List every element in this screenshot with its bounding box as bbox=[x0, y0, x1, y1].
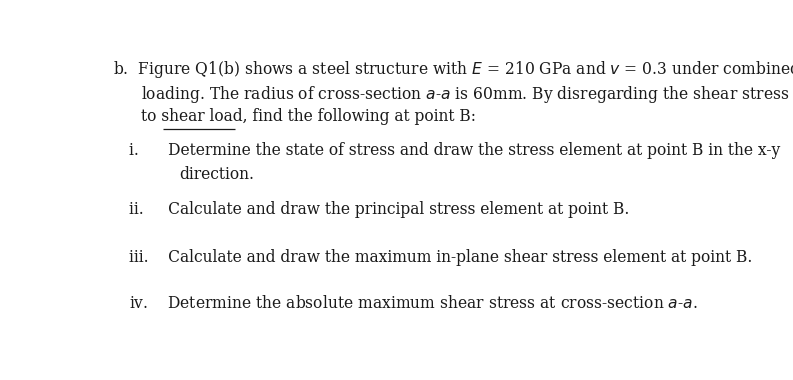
Text: loading. The radius of cross-section $a$-$a$ is 60mm. By disregarding the shear : loading. The radius of cross-section $a$… bbox=[141, 84, 793, 104]
Text: to shear load, find the following at point B:: to shear load, find the following at poi… bbox=[141, 108, 476, 125]
Text: ii.     Calculate and draw the principal stress element at point B.: ii. Calculate and draw the principal str… bbox=[128, 201, 629, 218]
Text: i.      Determine the state of stress and draw the stress element at point B in : i. Determine the state of stress and dra… bbox=[128, 142, 780, 158]
Text: direction.: direction. bbox=[179, 166, 254, 184]
Text: iv.    Determine the absolute maximum shear stress at cross-section $a$-$a$.: iv. Determine the absolute maximum shear… bbox=[128, 295, 697, 312]
Text: iii.    Calculate and draw the maximum in-plane shear stress element at point B.: iii. Calculate and draw the maximum in-p… bbox=[128, 249, 752, 266]
Text: b.  Figure Q1(b) shows a steel structure with $E$ = 210 GPa and $v$ = 0.3 under : b. Figure Q1(b) shows a steel structure … bbox=[113, 59, 793, 80]
